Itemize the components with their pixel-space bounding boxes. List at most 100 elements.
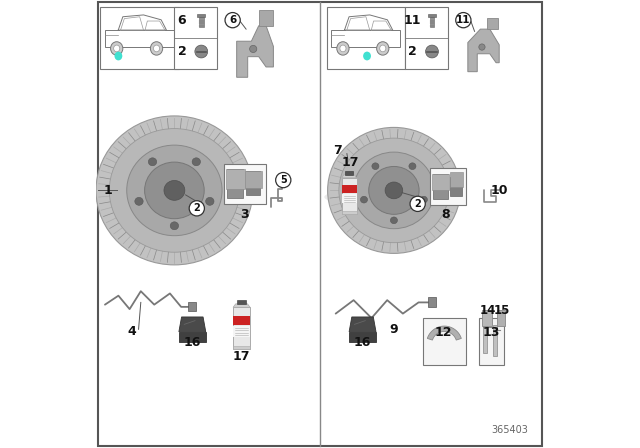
Bar xyxy=(224,164,266,204)
Ellipse shape xyxy=(127,145,222,236)
Ellipse shape xyxy=(154,45,159,52)
Bar xyxy=(405,7,448,69)
Bar xyxy=(479,318,504,365)
Polygon shape xyxy=(403,190,462,196)
Ellipse shape xyxy=(426,45,438,58)
Bar xyxy=(433,173,448,199)
Text: 15: 15 xyxy=(493,303,509,317)
Text: 11: 11 xyxy=(404,13,422,27)
Bar xyxy=(188,302,196,311)
Text: 11: 11 xyxy=(456,15,470,25)
Circle shape xyxy=(250,45,257,52)
Bar xyxy=(197,14,205,17)
Text: 7: 7 xyxy=(333,143,341,157)
Bar xyxy=(342,211,356,214)
Bar xyxy=(346,172,353,175)
Text: 17: 17 xyxy=(341,155,359,169)
Ellipse shape xyxy=(369,167,419,214)
Bar xyxy=(497,310,505,326)
Text: 6: 6 xyxy=(178,13,186,27)
Polygon shape xyxy=(237,26,273,77)
Text: 8: 8 xyxy=(441,207,450,221)
Ellipse shape xyxy=(354,152,434,228)
Ellipse shape xyxy=(409,163,416,169)
Ellipse shape xyxy=(420,196,428,203)
Bar xyxy=(349,332,376,341)
Ellipse shape xyxy=(205,198,214,205)
Ellipse shape xyxy=(195,45,208,58)
Polygon shape xyxy=(185,190,254,196)
Ellipse shape xyxy=(340,45,346,52)
Bar xyxy=(244,171,262,188)
Circle shape xyxy=(225,13,240,28)
Text: 9: 9 xyxy=(390,323,398,336)
Bar xyxy=(482,310,492,326)
Text: 1: 1 xyxy=(104,184,113,197)
Text: 5: 5 xyxy=(280,175,287,185)
Ellipse shape xyxy=(390,217,397,224)
Bar xyxy=(342,178,356,214)
Bar xyxy=(449,172,463,186)
Ellipse shape xyxy=(380,45,386,52)
Bar xyxy=(423,318,466,365)
Ellipse shape xyxy=(92,186,257,210)
Text: 17: 17 xyxy=(233,349,250,363)
Text: 4: 4 xyxy=(127,325,136,338)
Text: 3: 3 xyxy=(241,207,249,221)
Bar xyxy=(233,326,250,337)
Ellipse shape xyxy=(363,52,371,60)
Ellipse shape xyxy=(324,187,463,207)
Text: 12: 12 xyxy=(435,326,452,339)
Bar xyxy=(226,169,244,189)
Bar xyxy=(483,323,488,353)
Bar xyxy=(105,30,174,47)
Bar xyxy=(342,194,356,203)
Ellipse shape xyxy=(192,158,200,166)
Text: 16: 16 xyxy=(184,336,201,349)
Text: 2: 2 xyxy=(178,45,186,58)
Text: 2: 2 xyxy=(414,199,421,209)
Bar xyxy=(179,332,206,341)
Polygon shape xyxy=(428,326,461,340)
Bar xyxy=(174,7,217,69)
Ellipse shape xyxy=(385,182,403,199)
Bar xyxy=(227,169,243,198)
Bar xyxy=(199,17,204,27)
Bar xyxy=(246,171,260,195)
Text: 2: 2 xyxy=(193,203,200,213)
Bar xyxy=(430,168,467,205)
Polygon shape xyxy=(179,317,206,332)
Ellipse shape xyxy=(337,42,349,55)
Bar xyxy=(327,7,405,69)
Ellipse shape xyxy=(150,42,163,55)
Text: 6: 6 xyxy=(229,15,236,25)
Polygon shape xyxy=(486,18,498,29)
Ellipse shape xyxy=(377,42,389,55)
Polygon shape xyxy=(349,317,376,332)
Bar xyxy=(332,30,401,47)
Ellipse shape xyxy=(339,138,449,243)
Text: 14: 14 xyxy=(480,303,496,317)
Bar xyxy=(342,185,356,193)
Ellipse shape xyxy=(145,162,204,219)
Bar xyxy=(429,17,435,27)
Ellipse shape xyxy=(114,45,120,52)
Circle shape xyxy=(456,13,471,28)
Bar xyxy=(451,177,462,196)
Ellipse shape xyxy=(96,116,253,265)
Circle shape xyxy=(410,196,425,211)
Bar xyxy=(428,14,436,17)
Text: 16: 16 xyxy=(354,336,371,349)
Ellipse shape xyxy=(148,158,157,166)
Ellipse shape xyxy=(135,198,143,205)
Ellipse shape xyxy=(170,222,179,230)
Bar xyxy=(100,7,179,69)
Text: 10: 10 xyxy=(491,184,508,197)
Polygon shape xyxy=(342,175,356,178)
Ellipse shape xyxy=(109,129,239,252)
Ellipse shape xyxy=(111,42,123,55)
Bar xyxy=(493,325,497,356)
Bar xyxy=(233,346,250,349)
Text: 365403: 365403 xyxy=(492,426,529,435)
Circle shape xyxy=(189,201,204,216)
